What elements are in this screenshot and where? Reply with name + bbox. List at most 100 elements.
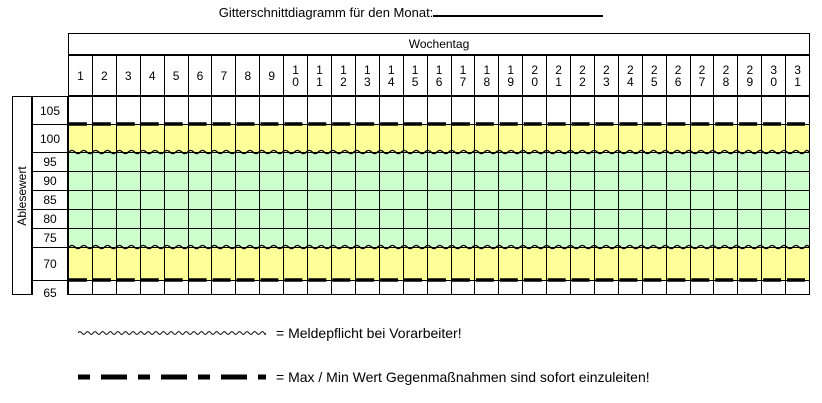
chart-cell[interactable] <box>308 248 332 280</box>
chart-cell[interactable] <box>571 191 595 209</box>
chart-cell[interactable] <box>594 125 619 152</box>
chart-cell[interactable] <box>786 248 809 280</box>
chart-cell[interactable] <box>212 153 237 171</box>
chart-cell[interactable] <box>571 248 595 280</box>
chart-cell[interactable] <box>284 172 309 190</box>
chart-cell[interactable] <box>92 210 117 228</box>
chart-cell[interactable] <box>738 281 763 294</box>
chart-cell[interactable] <box>786 229 809 247</box>
chart-cell[interactable] <box>666 210 691 228</box>
chart-cell[interactable] <box>690 210 715 228</box>
chart-cell[interactable] <box>714 125 739 152</box>
chart-cell[interactable] <box>308 210 332 228</box>
chart-cell[interactable] <box>116 210 141 228</box>
chart-cell[interactable] <box>762 191 787 209</box>
chart-cell[interactable] <box>571 229 595 247</box>
chart-cell[interactable] <box>618 248 643 280</box>
chart-cell[interactable] <box>69 229 93 247</box>
chart-cell[interactable] <box>403 153 428 171</box>
chart-cell[interactable] <box>786 281 809 294</box>
chart-cell[interactable] <box>379 172 404 190</box>
chart-cell[interactable] <box>594 172 619 190</box>
chart-cell[interactable] <box>116 125 141 152</box>
chart-cell[interactable] <box>284 125 309 152</box>
chart-cell[interactable] <box>499 281 524 294</box>
chart-cell[interactable] <box>762 97 787 124</box>
chart-cell[interactable] <box>212 229 237 247</box>
chart-cell[interactable] <box>92 97 117 124</box>
chart-cell[interactable] <box>116 229 141 247</box>
chart-cell[interactable] <box>594 229 619 247</box>
chart-cell[interactable] <box>762 210 787 228</box>
chart-cell[interactable] <box>451 191 476 209</box>
chart-cell[interactable] <box>116 153 141 171</box>
chart-cell[interactable] <box>379 210 404 228</box>
chart-cell[interactable] <box>403 191 428 209</box>
chart-cell[interactable] <box>355 248 380 280</box>
chart-cell[interactable] <box>140 191 165 209</box>
chart-cell[interactable] <box>499 172 524 190</box>
chart-cell[interactable] <box>164 153 189 171</box>
chart-cell[interactable] <box>451 172 476 190</box>
chart-cell[interactable] <box>236 172 261 190</box>
chart-cell[interactable] <box>475 191 500 209</box>
chart-cell[interactable] <box>786 153 809 171</box>
chart-cell[interactable] <box>762 125 787 152</box>
chart-cell[interactable] <box>666 191 691 209</box>
chart-cell[interactable] <box>499 125 524 152</box>
chart-cell[interactable] <box>188 153 213 171</box>
chart-cell[interactable] <box>355 97 380 124</box>
chart-cell[interactable] <box>547 125 572 152</box>
chart-cell[interactable] <box>786 210 809 228</box>
chart-cell[interactable] <box>260 191 285 209</box>
chart-cell[interactable] <box>594 210 619 228</box>
chart-cell[interactable] <box>331 125 356 152</box>
chart-cell[interactable] <box>642 125 667 152</box>
chart-cell[interactable] <box>69 210 93 228</box>
chart-cell[interactable] <box>690 153 715 171</box>
day-header-cell[interactable]: 2 <box>92 55 117 95</box>
chart-cell[interactable] <box>379 125 404 152</box>
chart-cell[interactable] <box>140 172 165 190</box>
chart-cell[interactable] <box>738 248 763 280</box>
day-header-cell[interactable]: 5 <box>164 55 189 95</box>
chart-cell[interactable] <box>331 153 356 171</box>
chart-cell[interactable] <box>236 248 261 280</box>
chart-cell[interactable] <box>714 210 739 228</box>
chart-cell[interactable] <box>284 248 309 280</box>
chart-cell[interactable] <box>212 191 237 209</box>
chart-cell[interactable] <box>666 248 691 280</box>
chart-cell[interactable] <box>475 229 500 247</box>
chart-cell[interactable] <box>642 172 667 190</box>
chart-cell[interactable] <box>594 191 619 209</box>
chart-cell[interactable] <box>236 97 261 124</box>
chart-cell[interactable] <box>547 281 572 294</box>
chart-cell[interactable] <box>69 248 93 280</box>
chart-cell[interactable] <box>308 191 332 209</box>
chart-cell[interactable] <box>738 97 763 124</box>
chart-cell[interactable] <box>475 153 500 171</box>
chart-cell[interactable] <box>164 248 189 280</box>
chart-cell[interactable] <box>762 248 787 280</box>
chart-cell[interactable] <box>260 153 285 171</box>
chart-cell[interactable] <box>188 172 213 190</box>
chart-cell[interactable] <box>308 125 332 152</box>
chart-cell[interactable] <box>714 97 739 124</box>
chart-cell[interactable] <box>92 172 117 190</box>
chart-cell[interactable] <box>403 281 428 294</box>
chart-cell[interactable] <box>331 210 356 228</box>
chart-cell[interactable] <box>523 97 548 124</box>
chart-cell[interactable] <box>571 172 595 190</box>
chart-cell[interactable] <box>379 153 404 171</box>
chart-cell[interactable] <box>140 248 165 280</box>
chart-cell[interactable] <box>642 210 667 228</box>
chart-cell[interactable] <box>355 229 380 247</box>
chart-cell[interactable] <box>331 229 356 247</box>
chart-cell[interactable] <box>547 229 572 247</box>
chart-cell[interactable] <box>499 210 524 228</box>
chart-cell[interactable] <box>786 172 809 190</box>
